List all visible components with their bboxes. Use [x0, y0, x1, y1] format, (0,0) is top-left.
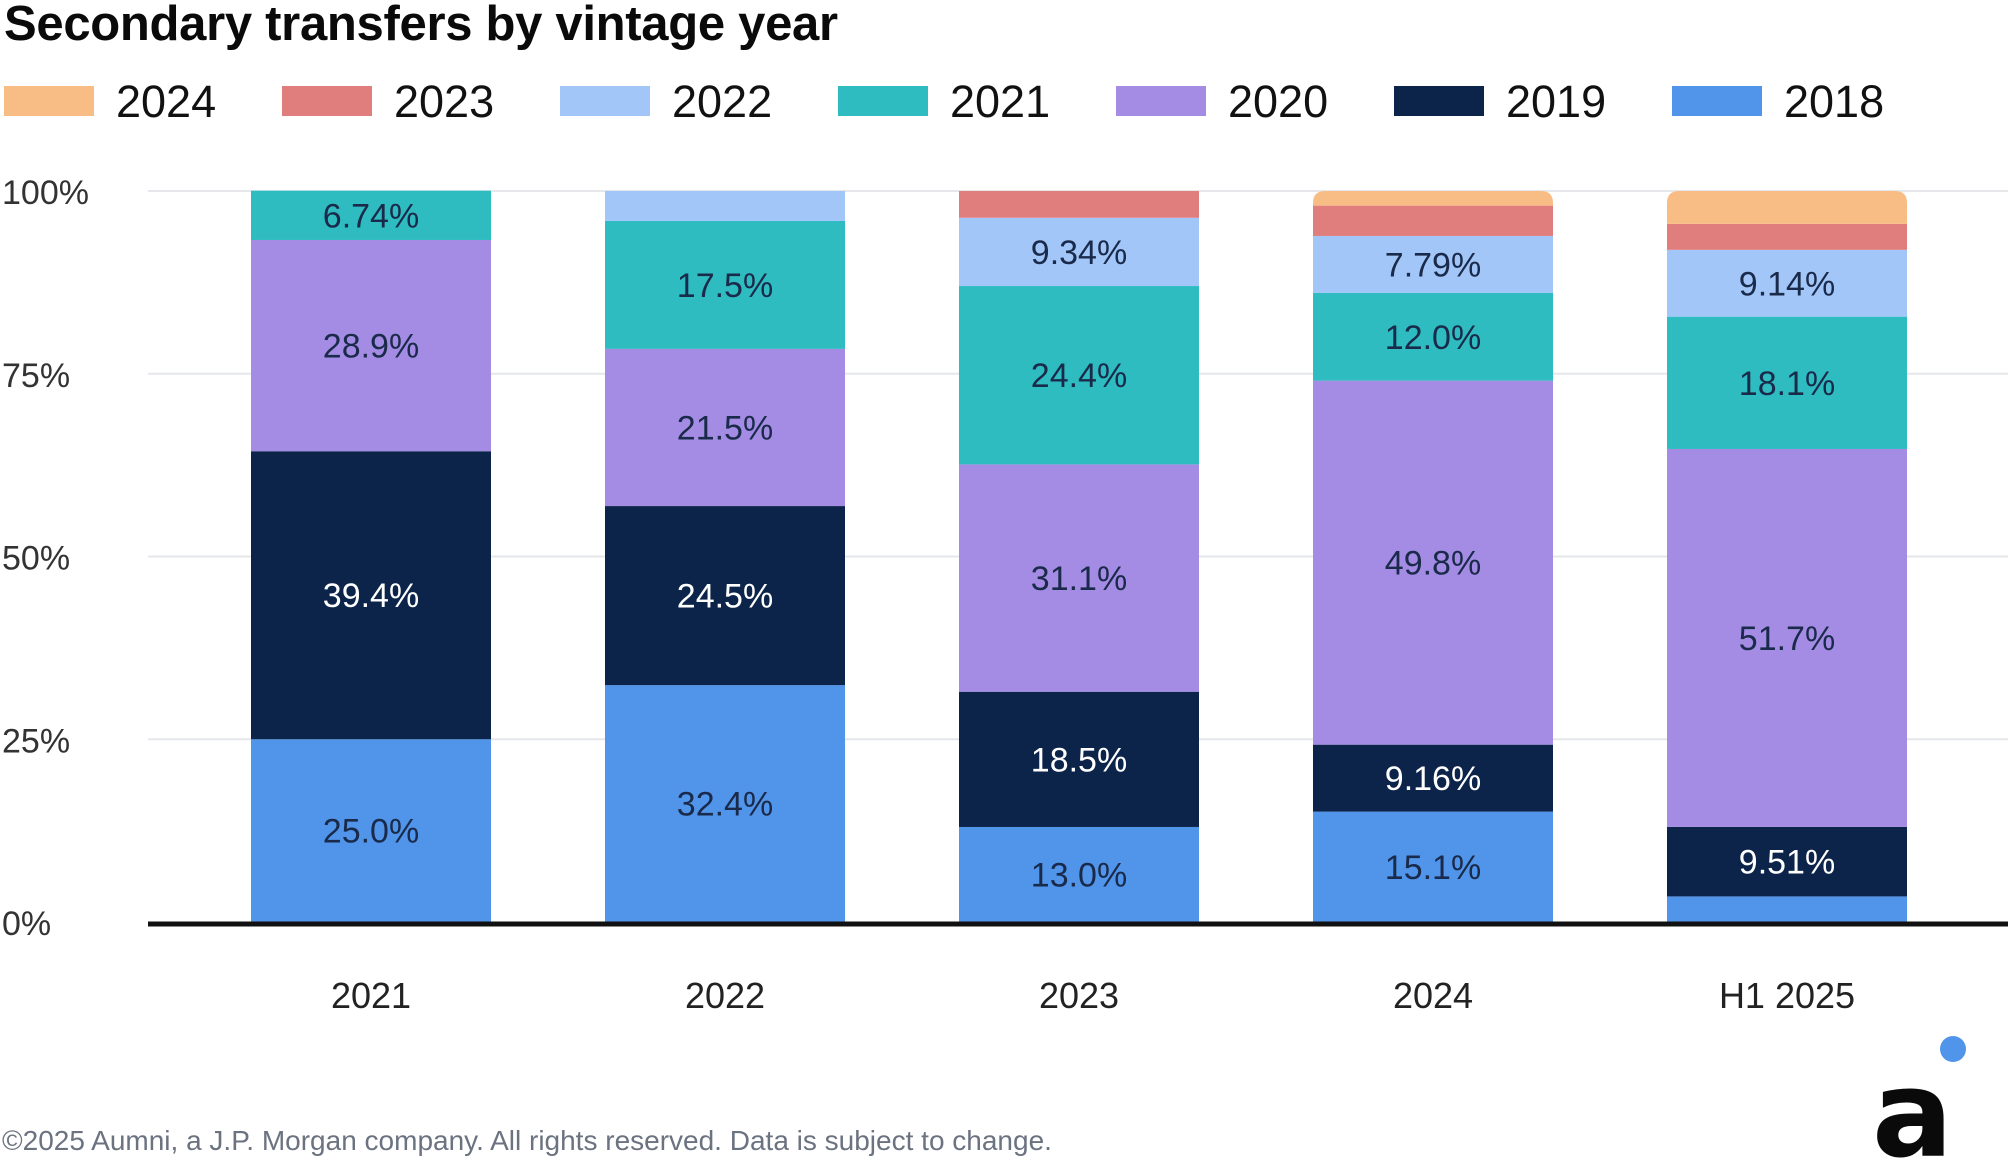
- bar-segment: [959, 691, 1199, 827]
- data-label: 15.1%: [1385, 849, 1481, 887]
- legend-label: 2023: [394, 76, 495, 127]
- data-label: 31.1%: [1031, 560, 1127, 598]
- bar-segment: [1667, 191, 1907, 224]
- bar-segment: [1667, 249, 1907, 317]
- bar-segment: [1667, 223, 1907, 250]
- y-tick-label: 50%: [2, 540, 70, 578]
- legend-swatch: [1116, 86, 1206, 116]
- y-tick-label: 0%: [2, 905, 51, 943]
- bar-segment: [959, 191, 1199, 218]
- legend-swatch: [560, 86, 650, 116]
- data-label: 6.74%: [323, 197, 419, 235]
- bar-segment: [1667, 448, 1907, 827]
- data-label: 21.5%: [677, 409, 773, 447]
- data-label: 9.34%: [1031, 234, 1127, 272]
- bar-segment: [1313, 191, 1553, 206]
- legend-label: 2020: [1228, 76, 1329, 127]
- data-label: 7.79%: [1385, 246, 1481, 284]
- legend-swatch: [838, 86, 928, 116]
- data-label: 28.9%: [323, 328, 419, 366]
- legend-swatch: [282, 86, 372, 116]
- bar-segment: [1313, 235, 1553, 293]
- data-label: 24.4%: [1031, 357, 1127, 395]
- bar-segment: [1313, 292, 1553, 381]
- stacked-bar-chart: 0% 25% 50% 75% 100% 25.0% 39.4% 28.9% 6.74% 2021 3…: [2, 174, 2008, 1016]
- bar-segment: [1313, 380, 1553, 745]
- bar-segment: [1667, 826, 1907, 897]
- x-tick-label: 2023: [1039, 975, 1119, 1016]
- bar-segment: [959, 464, 1199, 692]
- logo-letter: a: [1872, 1046, 1953, 1160]
- data-label: 9.16%: [1385, 760, 1481, 798]
- y-tick-label: 75%: [2, 357, 70, 395]
- bar-segment: [605, 191, 845, 221]
- data-label: 51.7%: [1739, 620, 1835, 658]
- bar-segment: [959, 286, 1199, 465]
- data-label: 13.0%: [1031, 856, 1127, 894]
- bar-segment: [605, 685, 845, 922]
- bar-segment: [605, 348, 845, 507]
- chart-title: Secondary transfers by vintage year: [4, 0, 838, 51]
- data-label: 39.4%: [323, 577, 419, 615]
- bar-segment: [251, 190, 491, 240]
- bar-segment: [1667, 316, 1907, 449]
- data-label: 18.5%: [1031, 741, 1127, 779]
- data-label: 18.1%: [1739, 365, 1835, 403]
- copyright-footer: ©2025 Aumni, a J.P. Morgan company. All …: [2, 1125, 1052, 1156]
- data-label: 17.5%: [677, 267, 773, 305]
- bar-segment: [251, 739, 491, 922]
- bar-segment: [1667, 896, 1907, 922]
- legend-label: 2019: [1506, 76, 1607, 127]
- legend-label: 2021: [950, 76, 1051, 127]
- x-tick-label: H1 2025: [1719, 975, 1855, 1016]
- data-label: 49.8%: [1385, 545, 1481, 583]
- x-tick-label: 2024: [1393, 975, 1473, 1016]
- data-label: 32.4%: [677, 786, 773, 824]
- bar-segment: [605, 506, 845, 686]
- bar-segment: [251, 451, 491, 740]
- legend-label: 2018: [1784, 76, 1885, 127]
- bar-segment: [959, 826, 1199, 922]
- bar-segment: [1313, 744, 1553, 812]
- bar-segment: [251, 239, 491, 452]
- chart-legend: 2024 2023 2022 2021 2020 2019 2018: [4, 76, 2004, 127]
- x-tick-label: 2021: [331, 975, 411, 1016]
- bar-segment: [1313, 811, 1553, 922]
- y-tick-label: 100%: [2, 174, 89, 212]
- y-tick-label: 25%: [2, 722, 70, 760]
- legend-label: 2022: [672, 76, 773, 127]
- bar-segment: [959, 217, 1199, 287]
- data-label: 9.51%: [1739, 844, 1835, 882]
- bar-segment: [1313, 205, 1553, 236]
- legend-swatch: [1672, 86, 1762, 116]
- aumni-logo-icon: a: [1872, 1036, 1966, 1160]
- bar-segment: [605, 220, 845, 349]
- data-label: 12.0%: [1385, 319, 1481, 357]
- data-label: 9.14%: [1739, 265, 1835, 303]
- legend-swatch: [4, 86, 94, 116]
- x-tick-label: 2022: [685, 975, 765, 1016]
- legend-label: 2024: [116, 76, 217, 127]
- data-label: 25.0%: [323, 813, 419, 851]
- logo-dot: [1940, 1036, 1966, 1062]
- legend-swatch: [1394, 86, 1484, 116]
- data-label: 24.5%: [677, 578, 773, 616]
